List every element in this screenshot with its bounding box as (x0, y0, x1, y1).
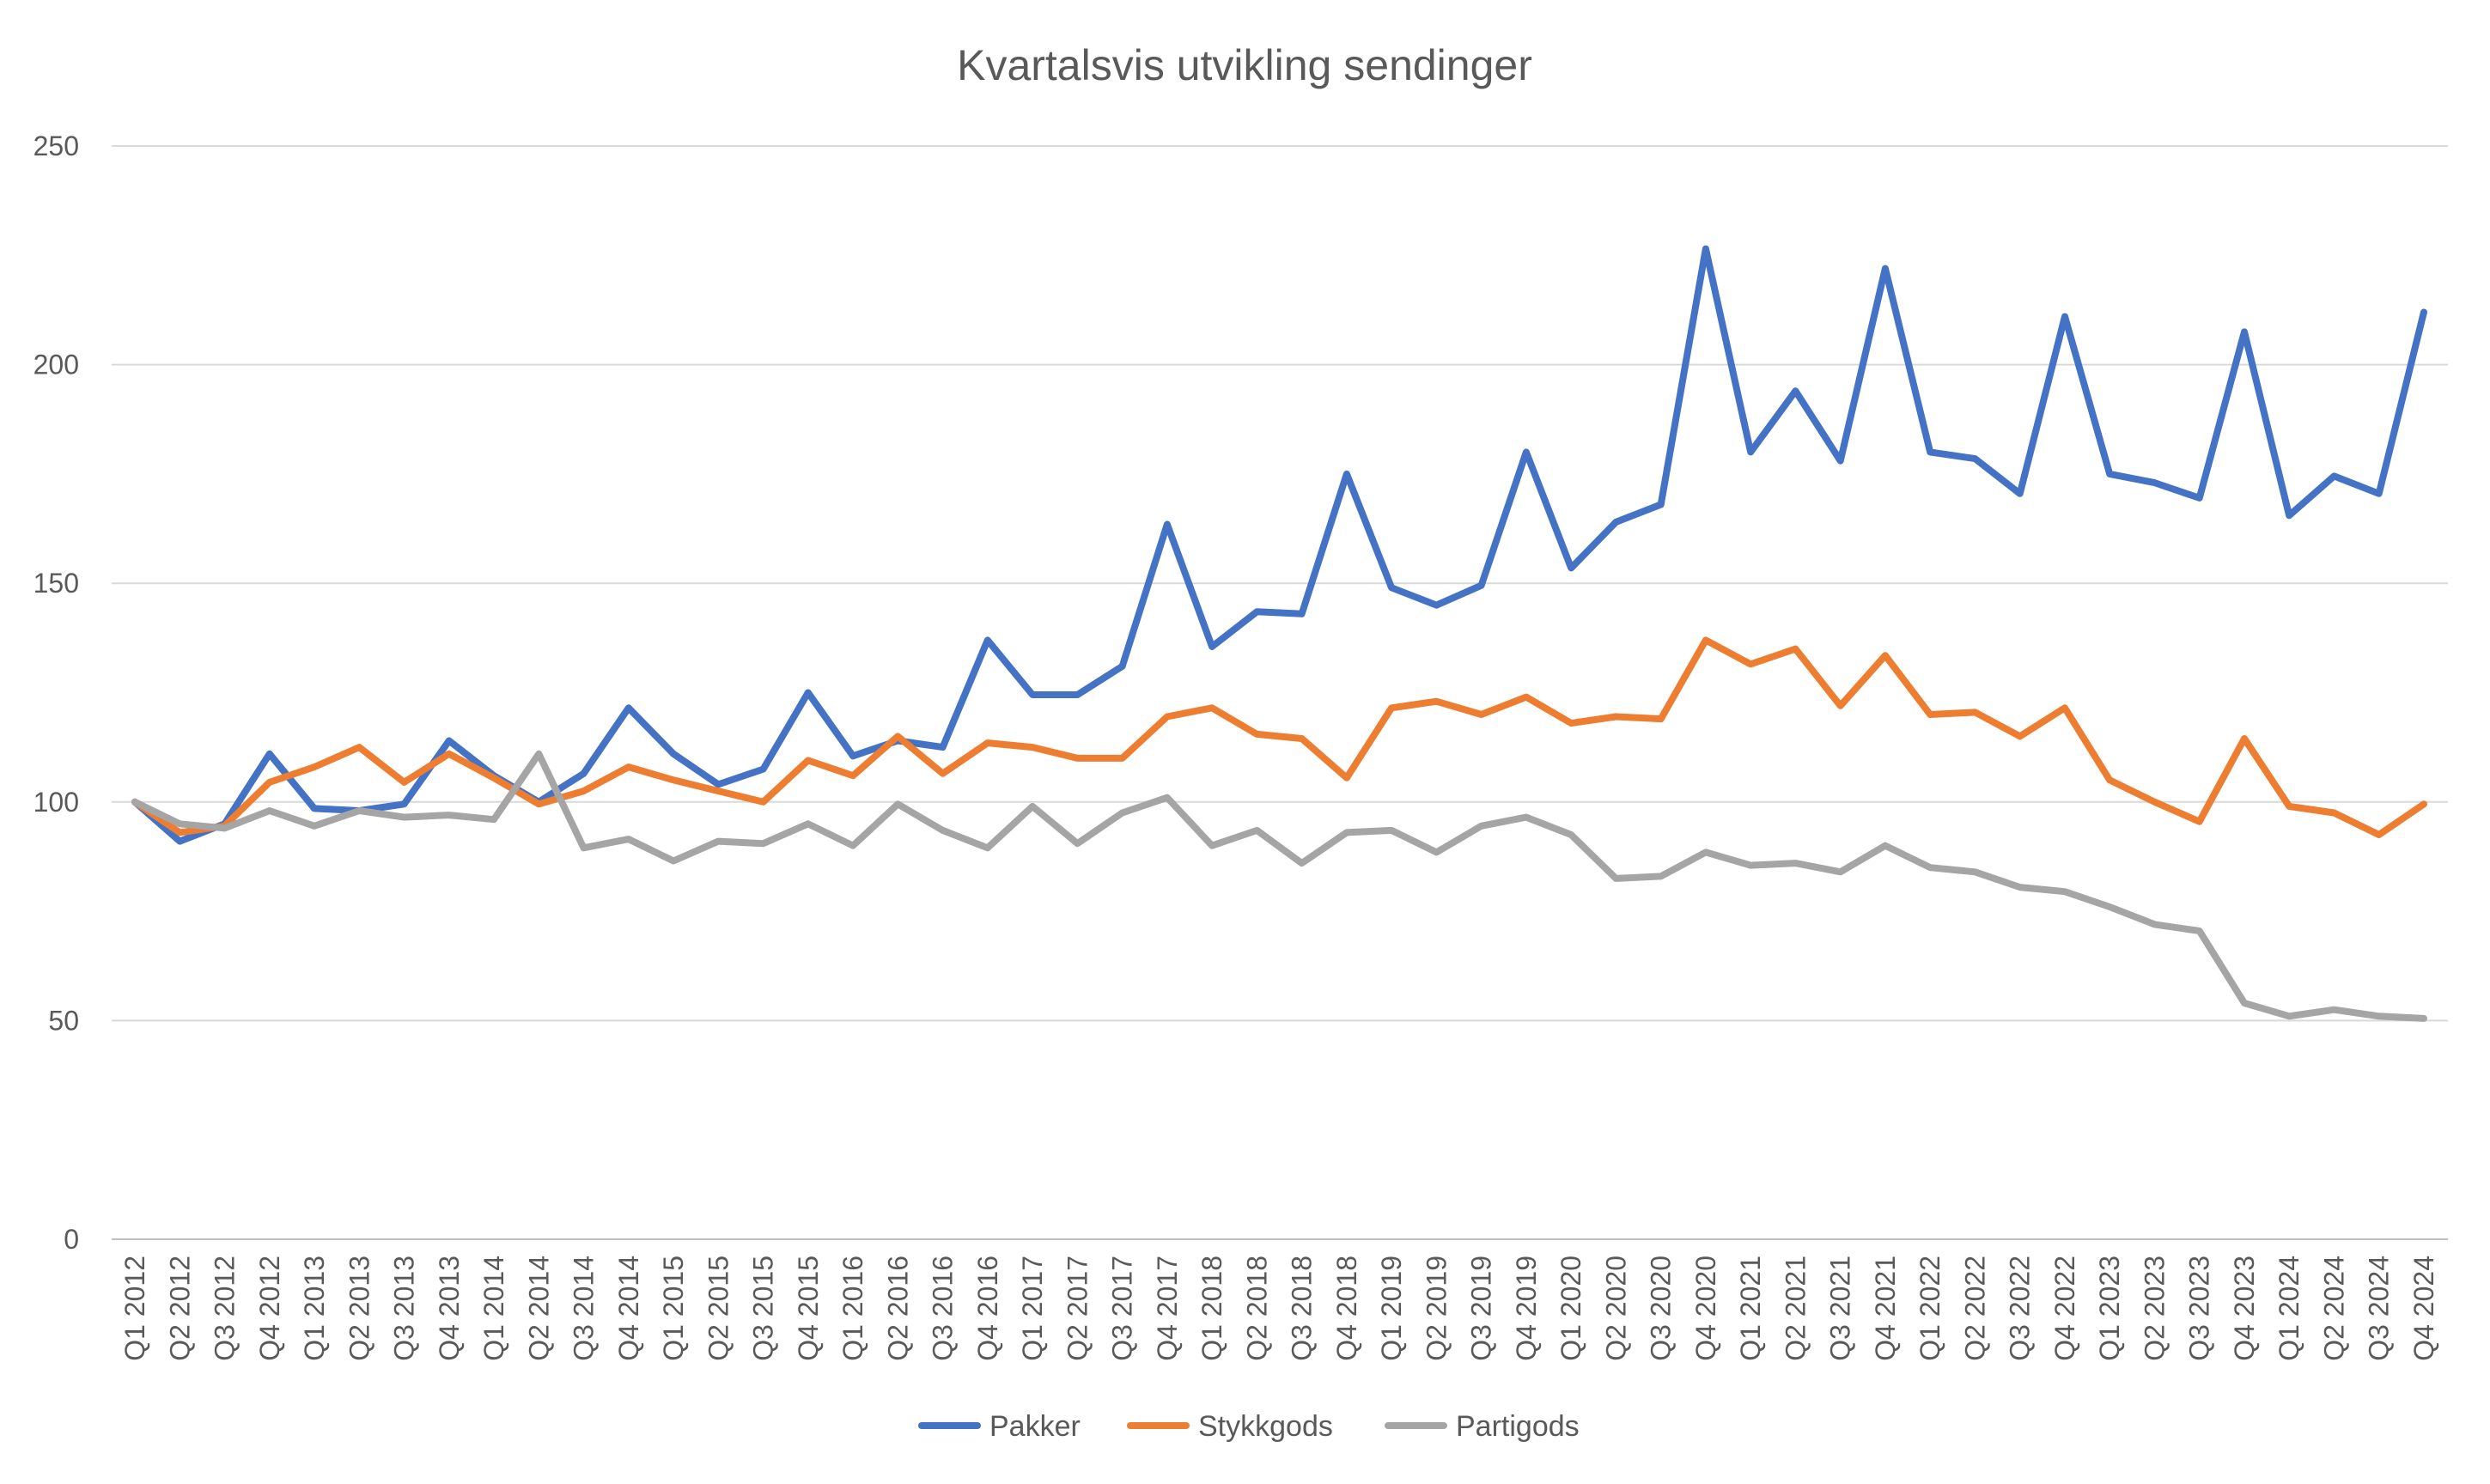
x-tick-label: Q2 2013 (344, 1256, 374, 1361)
x-tick-label: Q4 2024 (2408, 1256, 2439, 1361)
x-tick-label: Q4 2021 (1870, 1256, 1901, 1361)
x-tick-label: Q4 2022 (2049, 1256, 2080, 1361)
x-tick-label: Q4 2020 (1690, 1256, 1721, 1361)
x-tick-label: Q3 2014 (569, 1256, 600, 1361)
x-tick-label: Q2 2017 (1062, 1256, 1093, 1361)
y-axis-tick-labels: 0 50 100 150 200 250 (33, 131, 79, 1255)
chart-title: Kvartalsvis utvikling sendinger (957, 41, 1532, 89)
x-tick-label: Q2 2018 (1241, 1256, 1272, 1361)
x-tick-label: Q3 2022 (2005, 1256, 2036, 1361)
x-tick-label: Q2 2012 (164, 1256, 195, 1361)
x-tick-label: Q3 2018 (1287, 1256, 1318, 1361)
legend-label-partigods: Partigods (1456, 1410, 1580, 1443)
x-tick-label: Q3 2016 (928, 1256, 959, 1361)
x-tick-label: Q4 2019 (1511, 1256, 1542, 1361)
x-tick-label: Q3 2024 (2364, 1256, 2395, 1361)
x-tick-label: Q2 2021 (1780, 1256, 1811, 1361)
x-tick-label: Q3 2020 (1646, 1256, 1677, 1361)
series-line-partigods (131, 750, 2427, 1022)
series-lines (131, 245, 2427, 1022)
x-tick-label: Q3 2017 (1107, 1256, 1138, 1361)
x-tick-label: Q1 2018 (1196, 1256, 1227, 1361)
x-tick-label: Q4 2017 (1152, 1256, 1183, 1361)
y-tick-label: 200 (33, 350, 79, 380)
x-tick-label: Q4 2018 (1331, 1256, 1362, 1361)
x-tick-label: Q1 2017 (1017, 1256, 1048, 1361)
x-axis-tick-labels: Q1 2012 Q2 2012 Q3 2012 Q4 2012 Q1 2013 Q2 20… (119, 1256, 2439, 1361)
legend: Pakker Stykkgods Partigods (918, 1410, 1580, 1443)
x-tick-label: Q1 2013 (299, 1256, 330, 1361)
gridlines (112, 145, 2448, 1240)
y-tick-label: 150 (33, 568, 79, 599)
x-tick-label: Q2 2016 (882, 1256, 913, 1361)
x-tick-label: Q4 2014 (613, 1256, 644, 1361)
x-tick-label: Q2 2024 (2318, 1256, 2349, 1361)
x-tick-label: Q1 2014 (478, 1256, 509, 1361)
y-tick-label: 100 (33, 787, 79, 818)
x-tick-label: Q3 2015 (748, 1256, 779, 1361)
x-tick-label: Q3 2023 (2184, 1256, 2215, 1361)
x-tick-label: Q2 2020 (1600, 1256, 1631, 1361)
x-tick-label: Q3 2012 (210, 1256, 240, 1361)
x-tick-label: Q4 2013 (434, 1256, 465, 1361)
y-tick-label: 50 (48, 1005, 79, 1036)
x-tick-label: Q3 2013 (389, 1256, 420, 1361)
x-tick-label: Q1 2022 (1915, 1256, 1945, 1361)
x-tick-label: Q4 2016 (972, 1256, 1003, 1361)
x-tick-label: Q3 2021 (1825, 1256, 1856, 1361)
x-tick-label: Q4 2012 (254, 1256, 285, 1361)
x-tick-label: Q2 2023 (2139, 1256, 2170, 1361)
y-tick-label: 0 (64, 1224, 79, 1255)
legend-label-pakker: Pakker (989, 1410, 1081, 1443)
x-tick-label: Q4 2015 (793, 1256, 824, 1361)
x-tick-label: Q1 2012 (119, 1256, 150, 1361)
x-tick-label: Q1 2023 (2094, 1256, 2125, 1361)
x-tick-label: Q1 2015 (658, 1256, 689, 1361)
x-tick-label: Q2 2019 (1421, 1256, 1452, 1361)
x-tick-label: Q4 2023 (2229, 1256, 2260, 1361)
x-tick-label: Q2 2014 (523, 1256, 554, 1361)
x-tick-label: Q1 2016 (837, 1256, 868, 1361)
x-tick-label: Q1 2021 (1735, 1256, 1766, 1361)
series-line-pakker (131, 245, 2427, 845)
x-tick-label: Q2 2022 (1959, 1256, 1990, 1361)
y-tick-label: 250 (33, 131, 79, 161)
series-line-stykkgods (131, 636, 2427, 838)
x-tick-label: Q1 2020 (1555, 1256, 1586, 1361)
x-tick-label: Q3 2019 (1466, 1256, 1497, 1361)
x-tick-label: Q2 2015 (703, 1256, 734, 1361)
x-tick-label: Q1 2019 (1376, 1256, 1407, 1361)
x-tick-label: Q1 2024 (2274, 1256, 2304, 1361)
legend-label-stykkgods: Stykkgods (1198, 1410, 1333, 1443)
